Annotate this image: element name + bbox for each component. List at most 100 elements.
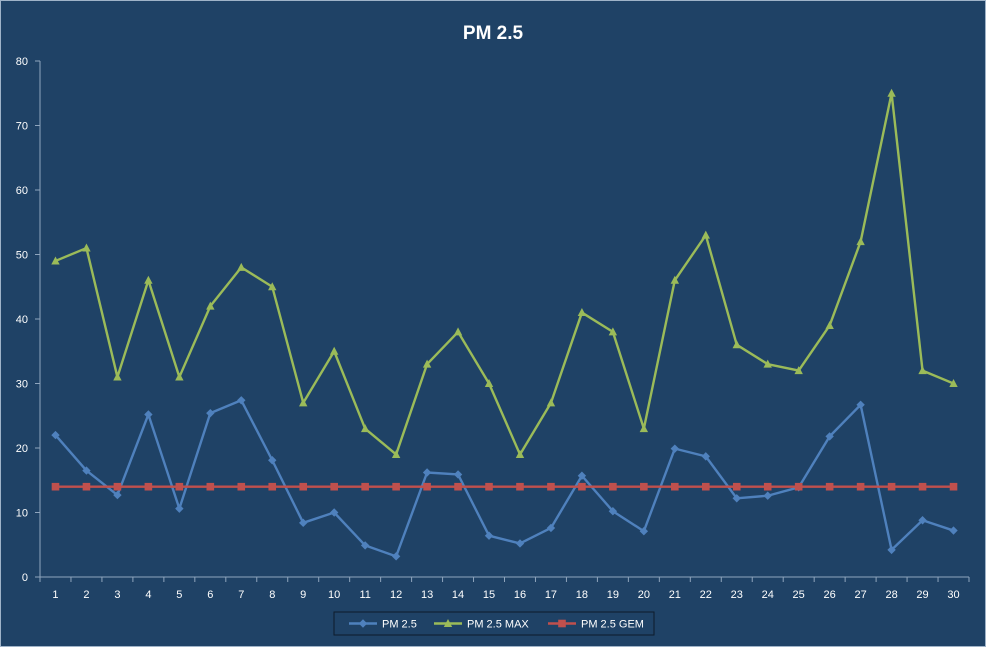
data-point-pm-2-5 <box>82 466 91 475</box>
data-point-pm-2-5-gem <box>763 482 772 491</box>
data-point-pm-2-5-max <box>670 275 680 284</box>
data-point-pm-2-5-max <box>484 379 494 387</box>
x-tick-label: 1 <box>52 589 58 601</box>
data-point-pm-2-5-gem <box>299 482 308 491</box>
data-point-pm-2-5 <box>422 468 432 477</box>
data-point-pm-2-5-gem <box>578 482 586 491</box>
data-point-pm-2-5 <box>453 470 463 479</box>
x-tick-label: 23 <box>731 589 743 601</box>
x-tick-label: 8 <box>269 589 275 601</box>
data-point-pm-2-5 <box>175 504 184 513</box>
data-point-pm-2-5 <box>887 545 896 555</box>
data-point-pm-2-5-max <box>453 327 463 336</box>
x-tick-label: 30 <box>947 589 959 601</box>
data-point-pm-2-5-max <box>949 379 958 387</box>
data-point-pm-2-5-gem <box>794 482 803 491</box>
data-point-pm-2-5 <box>701 452 710 461</box>
data-point-pm-2-5-max <box>546 398 556 407</box>
data-point-pm-2-5-gem <box>701 482 710 491</box>
x-tick-label: 14 <box>452 589 464 601</box>
data-point-pm-2-5 <box>144 410 153 419</box>
data-point-pm-2-5 <box>763 491 772 500</box>
data-point-pm-2-5-gem <box>640 482 648 491</box>
data-point-pm-2-5-gem <box>361 482 369 491</box>
data-point-pm-2-5-max <box>299 398 308 407</box>
legend: PM 2.5 PM 2.5 MAX PM 2.5 GEM <box>333 611 655 636</box>
data-point-pm-2-5-gem <box>237 482 246 491</box>
data-point-pm-2-5-max <box>763 359 772 368</box>
data-point-pm-2-5 <box>639 527 649 536</box>
data-point-pm-2-5 <box>577 471 587 480</box>
x-tick-label: 18 <box>576 589 588 601</box>
series-line-pm-2-5-max <box>55 92 954 456</box>
y-tick-label: 50 <box>16 250 28 262</box>
series-pm-2-5-max <box>51 88 958 458</box>
data-point-pm-2-5-max <box>422 359 432 368</box>
data-point-pm-2-5-gem <box>206 482 215 491</box>
data-point-pm-2-5-max <box>515 449 525 458</box>
data-point-pm-2-5 <box>515 539 525 548</box>
data-point-pm-2-5-max <box>237 262 246 271</box>
x-tick-label: 22 <box>700 589 712 601</box>
y-tick-label: 30 <box>16 379 28 391</box>
x-tick-label: 9 <box>300 589 306 601</box>
legend-label-pm-2-5-gem: PM 2.5 GEM <box>581 619 644 631</box>
data-point-pm-2-5-gem <box>609 482 617 491</box>
data-point-pm-2-5-max <box>794 366 803 375</box>
x-tick-label: 6 <box>207 589 213 601</box>
data-point-pm-2-5-max <box>887 88 896 97</box>
data-point-pm-2-5-gem <box>392 482 400 491</box>
x-tick-label: 16 <box>514 589 526 601</box>
x-tick-label: 24 <box>762 589 774 601</box>
data-point-pm-2-5-gem <box>330 482 338 491</box>
data-point-pm-2-5-gem <box>485 482 493 491</box>
data-point-pm-2-5 <box>825 432 834 441</box>
data-point-pm-2-5-gem <box>268 482 277 491</box>
data-point-pm-2-5-max <box>608 327 618 336</box>
data-point-pm-2-5-gem <box>51 482 60 491</box>
data-point-pm-2-5 <box>299 518 308 528</box>
x-tick-label: 28 <box>885 589 897 601</box>
data-point-pm-2-5-gem <box>887 482 896 491</box>
data-point-pm-2-5 <box>918 516 927 525</box>
x-tick-label: 25 <box>793 589 805 601</box>
legend-box <box>333 611 655 636</box>
data-point-pm-2-5-gem <box>732 482 741 491</box>
x-tick-label: 20 <box>638 589 650 601</box>
data-point-pm-2-5-max <box>825 320 834 329</box>
x-tick-label: 5 <box>176 589 182 601</box>
data-point-pm-2-5-max <box>856 237 865 246</box>
x-tick-label: 21 <box>669 589 681 601</box>
legend-swatch-marker-pm-2-5-max <box>443 619 453 627</box>
data-point-pm-2-5-gem <box>856 482 865 491</box>
series-pm-2-5-gem <box>51 482 958 491</box>
data-point-pm-2-5 <box>670 444 680 453</box>
y-tick-label: 70 <box>16 121 28 133</box>
data-point-pm-2-5-max <box>329 346 339 355</box>
data-point-pm-2-5-max <box>113 372 122 381</box>
x-tick-label: 13 <box>421 589 433 601</box>
x-tick-label: 3 <box>114 589 120 601</box>
data-point-pm-2-5 <box>360 541 370 550</box>
data-point-pm-2-5-gem <box>547 482 555 491</box>
data-point-pm-2-5-max <box>918 366 927 375</box>
data-point-pm-2-5 <box>51 430 60 440</box>
y-tick-label: 40 <box>16 314 28 326</box>
data-point-pm-2-5 <box>732 494 741 503</box>
data-point-pm-2-5-max <box>206 301 215 310</box>
legend-swatch-marker-pm-2-5 <box>358 619 368 628</box>
data-point-pm-2-5 <box>113 490 122 500</box>
x-tick-label: 27 <box>854 589 866 601</box>
x-tick-label: 26 <box>824 589 836 601</box>
data-point-pm-2-5-gem <box>918 482 927 491</box>
x-tick-label: 4 <box>145 589 151 601</box>
data-point-pm-2-5 <box>268 456 277 465</box>
y-tick-label: 20 <box>16 443 28 455</box>
x-tick-label: 12 <box>390 589 402 601</box>
data-point-pm-2-5-max <box>701 230 710 239</box>
legend-label-pm-2-5: PM 2.5 <box>382 619 417 631</box>
